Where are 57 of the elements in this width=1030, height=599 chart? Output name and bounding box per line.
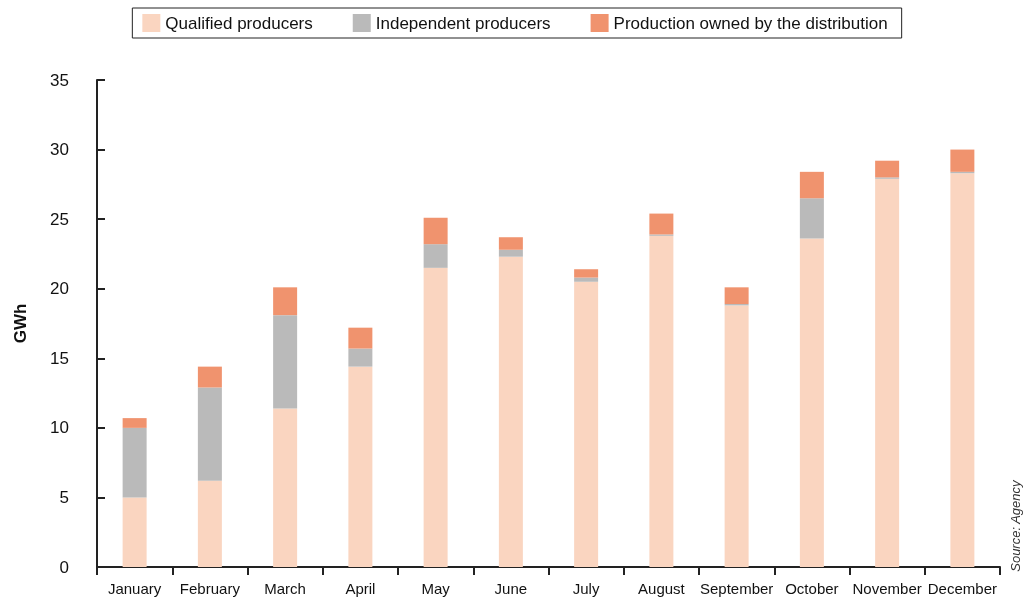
bar	[724, 305, 749, 567]
x-tick-label: June	[494, 580, 528, 597]
y-tick-label: 5	[59, 487, 69, 507]
bar	[498, 237, 523, 250]
bar	[875, 178, 900, 567]
x-tick-label: April	[345, 580, 376, 597]
x-tick-label: January	[107, 580, 162, 597]
y-tick-label: 10	[50, 418, 69, 438]
bar	[122, 427, 147, 498]
bar	[724, 287, 749, 305]
bar	[498, 256, 523, 567]
bar	[649, 235, 674, 567]
bar	[950, 149, 975, 172]
x-tick-label: May	[421, 580, 451, 597]
x-tick-label: September	[699, 580, 774, 597]
y-tick-label: 0	[59, 557, 69, 577]
bar	[799, 238, 824, 567]
bar	[799, 198, 824, 239]
bar	[273, 408, 298, 567]
legend-label: Independent producers	[375, 13, 551, 33]
bar	[649, 213, 674, 235]
x-tick-label: November	[852, 580, 922, 597]
source-note: Source: Agency	[1008, 478, 1023, 572]
bar	[950, 173, 975, 567]
bar	[423, 267, 448, 567]
bar	[348, 327, 373, 349]
y-tick-label: 20	[50, 279, 69, 299]
legend-label: Qualified producers	[165, 13, 313, 33]
bar	[197, 480, 222, 567]
y-tick-label: 35	[50, 70, 69, 90]
bar	[423, 244, 448, 268]
y-tick-label: 25	[50, 209, 69, 229]
y-axis-title: GWh	[11, 303, 30, 344]
bar	[574, 269, 599, 278]
bar	[273, 287, 298, 316]
bar	[799, 171, 824, 199]
x-tick-label: July	[572, 580, 600, 597]
bar	[273, 315, 298, 409]
bar	[574, 277, 599, 282]
bar	[197, 387, 222, 481]
bar	[122, 418, 147, 428]
bar	[574, 281, 599, 567]
x-tick-label: August	[638, 580, 686, 597]
x-tick-label: February	[179, 580, 241, 597]
bar	[423, 217, 448, 245]
bar	[498, 249, 523, 257]
bar	[197, 366, 222, 388]
bar	[122, 497, 147, 567]
legend-label: Production owned by the distribution	[613, 13, 888, 33]
y-tick-label: 15	[50, 348, 69, 368]
x-tick-label: December	[927, 580, 997, 597]
x-tick-label: March	[264, 580, 306, 597]
bar	[875, 160, 900, 178]
bar	[348, 348, 373, 367]
bar	[348, 366, 373, 567]
y-tick-label: 30	[50, 140, 69, 160]
x-tick-label: October	[785, 580, 839, 597]
